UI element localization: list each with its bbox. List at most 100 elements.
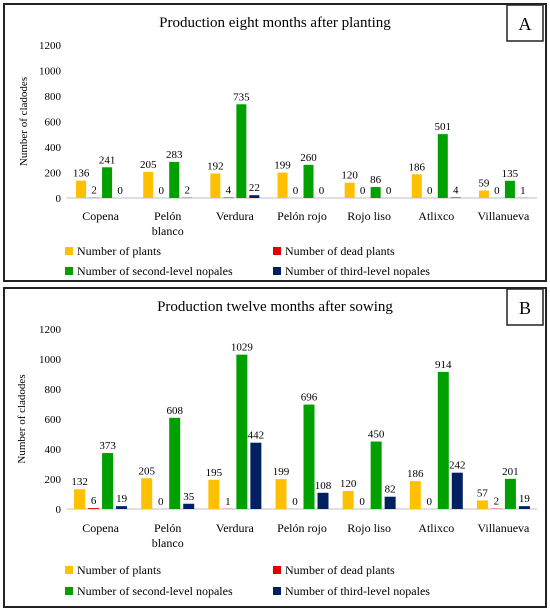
chart-a-bar <box>76 180 87 198</box>
chart-b-bar <box>476 500 488 509</box>
chart-b-panel-badge <box>506 289 544 326</box>
chart-a-bar <box>236 104 247 198</box>
chart-b-y-axis-label: Number of cladodes <box>16 374 28 463</box>
chart-a-category-label: Copena <box>82 209 119 223</box>
chart-a-data-label: 135 <box>502 168 519 180</box>
chart-panel-a: Production eight months after planting A N… <box>3 3 547 282</box>
chart-a-legend-swatch <box>65 267 73 275</box>
chart-a-category-label: Rojo liso <box>347 209 391 223</box>
chart-a-category-label: Atlixco <box>418 209 454 223</box>
chart-b-category-label: Pelón <box>154 521 181 535</box>
chart-b-bar <box>409 481 421 509</box>
chart-b-bar <box>102 453 114 509</box>
chart-b-data-label: 2 <box>494 496 500 508</box>
chart-b-bar <box>88 508 100 509</box>
chart-b-legend-label: Number of third-level nopales <box>285 584 430 598</box>
chart-a-data-label: 0 <box>117 185 123 197</box>
chart-b-data-label: 442 <box>248 430 265 442</box>
chart-b-data-label: 0 <box>292 496 298 508</box>
chart-a-category-label: blanco <box>152 224 184 238</box>
chart-b-legend-label: Number of second-level nopales <box>77 584 233 598</box>
chart-a-data-label: 22 <box>249 182 260 194</box>
chart-b-data-label: 6 <box>91 495 97 507</box>
chart-a-data-label: 0 <box>360 185 366 197</box>
chart-b-bar <box>437 371 449 509</box>
chart-b-bar <box>342 491 354 509</box>
chart-b-data-label: 608 <box>166 405 183 417</box>
chart-b-data-label: 19 <box>116 493 128 505</box>
chart-a-y-tick: 1000 <box>39 66 62 78</box>
chart-a-data-label: 501 <box>435 121 452 133</box>
chart-b-legend-swatch <box>273 566 281 574</box>
chart-a-legend-swatch <box>273 247 281 255</box>
chart-a-legend-label: Number of second-level nopales <box>77 264 233 278</box>
chart-a-data-label: 86 <box>370 174 382 186</box>
chart-a-data-label: 4 <box>226 184 232 196</box>
chart-a-legend-label: Number of plants <box>77 244 161 258</box>
chart-b-bar <box>169 417 181 509</box>
chart-b-legend-swatch <box>273 587 281 595</box>
chart-b-data-label: 914 <box>435 359 452 371</box>
chart-b-data-label: 35 <box>183 491 195 503</box>
chart-b-data-label: 0 <box>158 496 164 508</box>
chart-a-data-label: 1 <box>520 185 526 197</box>
chart-b-data-label: 373 <box>99 440 116 452</box>
chart-b-bar <box>208 479 220 509</box>
chart-b-data-label: 199 <box>273 466 290 478</box>
chart-b-bar <box>384 496 396 509</box>
chart-b-category-label: Rojo liso <box>347 521 391 535</box>
chart-a-bar <box>169 161 180 198</box>
chart-a-category-label: Pelón rojo <box>277 209 327 223</box>
chart-a-category-label: Pelón <box>154 209 181 223</box>
chart-b-y-tick: 800 <box>45 384 62 396</box>
chart-b-category-label: Villanueva <box>477 521 530 535</box>
chart-b-bar <box>370 441 382 509</box>
chart-b-bar <box>317 492 329 509</box>
chart-b-bar <box>116 506 128 509</box>
chart-a-data-label: 0 <box>427 185 433 197</box>
chart-b-category-label: Atlixco <box>418 521 454 535</box>
chart-a-legend-swatch <box>65 247 73 255</box>
chart-a-data-label: 120 <box>341 170 358 182</box>
chart-a-y-tick: 1200 <box>39 40 62 52</box>
chart-b-title: Production twelve months after sowing <box>157 299 393 315</box>
chart-a-data-label: 241 <box>99 154 116 166</box>
chart-a-category-label: Verdura <box>216 209 255 223</box>
chart-a-bar <box>344 182 355 198</box>
chart-a-bar <box>303 164 314 198</box>
chart-b-data-label: 132 <box>71 476 88 488</box>
chart-b-legend-label: Number of dead plants <box>285 563 395 577</box>
chart-a-panel-badge <box>506 5 544 42</box>
chart-a-data-label: 186 <box>409 161 426 173</box>
chart-a-data-label: 283 <box>166 149 183 161</box>
chart-b-y-tick: 200 <box>45 474 62 486</box>
chart-a-data-label: 0 <box>386 185 392 197</box>
chart-b-data-label: 242 <box>449 460 466 472</box>
chart-a-data-label: 205 <box>140 159 157 171</box>
chart-b-data-label: 120 <box>340 478 357 490</box>
chart-b-category-label: Copena <box>82 521 119 535</box>
chart-a-data-label: 2 <box>184 185 190 197</box>
chart-b-data-label: 19 <box>519 493 531 505</box>
chart-b-bar <box>303 404 315 509</box>
chart-b-svg: Production twelve months after sowing B Nu… <box>16 289 544 598</box>
chart-a-data-label: 735 <box>233 91 250 103</box>
chart-a-svg: Production eight months after planting A N… <box>18 5 544 278</box>
chart-b-legend-label: Number of plants <box>77 563 161 577</box>
chart-b-data-label: 1 <box>225 496 231 508</box>
chart-a-data-label: 260 <box>300 152 317 164</box>
chart-a-category-label: Villanueva <box>477 209 530 223</box>
chart-b-data-label: 57 <box>477 487 489 499</box>
chart-b-bar <box>275 479 287 509</box>
chart-a-panel-letter: A <box>519 14 532 34</box>
chart-b-bar <box>74 489 86 509</box>
chart-b-category-label: Pelón rojo <box>277 521 327 535</box>
chart-a-bar <box>223 197 234 198</box>
chart-b-data-label: 205 <box>138 465 155 477</box>
chart-b-bar <box>236 354 248 509</box>
chart-a-data-label: 0 <box>293 185 299 197</box>
chart-b-y-tick: 400 <box>45 444 62 456</box>
chart-a-bar <box>210 173 221 198</box>
chart-a-y-tick: 200 <box>45 168 62 180</box>
chart-b-bar <box>518 506 530 509</box>
